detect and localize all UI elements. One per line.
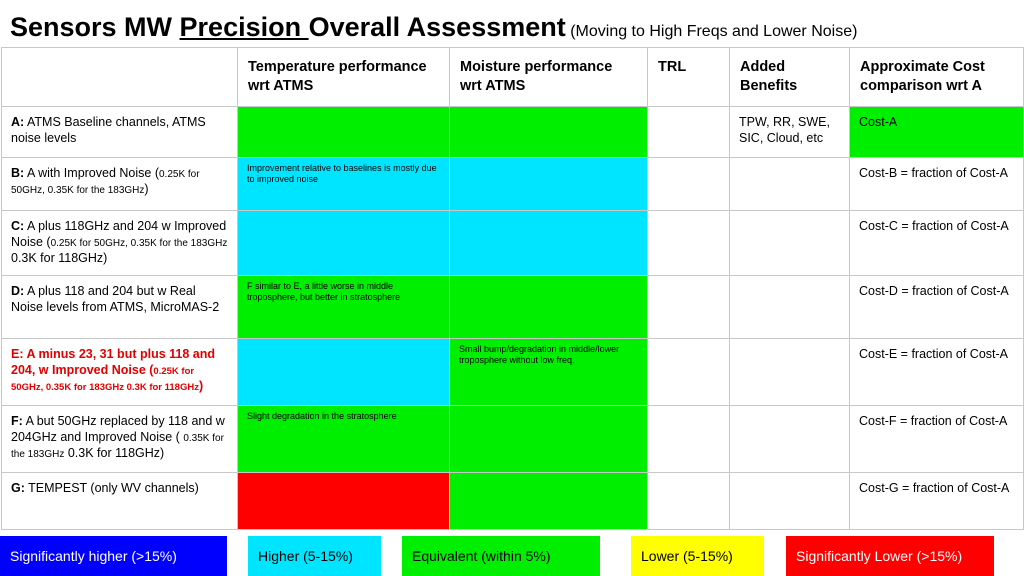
cost-cell: Cost-C = fraction of Cost-A <box>849 209 1024 276</box>
temp-note: Slight degradation in the stratosphere <box>247 410 397 421</box>
trl-cell <box>647 337 730 406</box>
table-row: C: A plus 118GHz and 204 w Improved Nois… <box>1 209 1024 276</box>
temp-cell: F similar to E, a little worse in middle… <box>237 274 450 339</box>
benefits-cell <box>729 337 850 406</box>
temp-cell <box>237 471 450 530</box>
row-label: G: TEMPEST (only WV channels) <box>1 471 238 530</box>
moist-cell <box>449 471 648 530</box>
moist-note: Small bump/degradation in middle/lower t… <box>459 343 620 366</box>
trl-cell <box>647 404 730 473</box>
header-benefits: Added Benefits <box>729 47 850 107</box>
temp-cell: Slight degradation in the stratosphere <box>237 404 450 473</box>
legend-label: Significantly higher (>15%) <box>10 548 177 564</box>
benefits-cell <box>729 274 850 339</box>
slide-title: Sensors MW Precision Overall Assessment … <box>10 12 1020 43</box>
header-trl: TRL <box>647 47 730 107</box>
table-row: G: TEMPEST (only WV channels) Cost-G = f… <box>1 471 1024 530</box>
trl-cell <box>647 274 730 339</box>
benefits-cell <box>729 471 850 530</box>
temp-cell <box>237 105 450 158</box>
trl-cell <box>647 105 730 158</box>
temp-cell <box>237 337 450 406</box>
legend-equivalent: Equivalent (within 5%) <box>402 536 600 576</box>
moist-cell <box>449 404 648 473</box>
moist-cell: Small bump/degradation in middle/lower t… <box>449 337 648 406</box>
benefits-cell <box>729 209 850 276</box>
row-label: E: A minus 23, 31 but plus 118 and 204, … <box>1 337 238 406</box>
legend-higher: Higher (5-15%) <box>248 536 381 576</box>
table-row: B: A with Improved Noise (0.25K for 50GH… <box>1 156 1024 211</box>
legend-significantly-lower: Significantly Lower (>15%) <box>786 536 994 576</box>
title-subtitle: (Moving to High Freqs and Lower Noise) <box>570 23 858 40</box>
benefits-cell <box>729 404 850 473</box>
temp-cell <box>237 209 450 276</box>
trl-cell <box>647 209 730 276</box>
row-label: B: A with Improved Noise (0.25K for 50GH… <box>1 156 238 211</box>
title-part-2: Precision <box>179 12 309 42</box>
trl-cell <box>647 471 730 530</box>
benefits-cell <box>729 156 850 211</box>
row-label: A: ATMS Baseline channels, ATMS noise le… <box>1 105 238 158</box>
title-part-3: Overall Assessment <box>308 12 566 42</box>
header-temperature: Temperature performance wrt ATMS <box>237 47 450 107</box>
row-label: C: A plus 118GHz and 204 w Improved Nois… <box>1 209 238 276</box>
cost-cell: Cost-D = fraction of Cost-A <box>849 274 1024 339</box>
header-cost: Approximate Cost comparison wrt A <box>849 47 1024 107</box>
moist-cell <box>449 105 648 158</box>
table-row: D: A plus 118 and 204 but w Real Noise l… <box>1 274 1024 339</box>
table-row: E: A minus 23, 31 but plus 118 and 204, … <box>1 337 1024 406</box>
legend-label: Significantly Lower (>15%) <box>796 548 963 564</box>
moist-cell <box>449 156 648 211</box>
header-moisture: Moisture performance wrt ATMS <box>449 47 648 107</box>
header-blank <box>1 47 238 107</box>
trl-cell <box>647 156 730 211</box>
cost-cell: Cost-G = fraction of Cost-A <box>849 471 1024 530</box>
cost-cell: Cost-F = fraction of Cost-A <box>849 404 1024 473</box>
legend-label: Equivalent (within 5%) <box>412 548 551 564</box>
moist-cell <box>449 274 648 339</box>
table-row: A: ATMS Baseline channels, ATMS noise le… <box>1 105 1024 158</box>
moist-cell <box>449 209 648 276</box>
title-part-1: Sensors MW <box>10 12 180 42</box>
legend-label: Lower (5-15%) <box>641 548 733 564</box>
header-row: Temperature performance wrt ATMS Moistur… <box>1 47 1024 107</box>
row-label: F: A but 50GHz replaced by 118 and w 204… <box>1 404 238 473</box>
assessment-table: Temperature performance wrt ATMS Moistur… <box>1 47 1024 530</box>
temp-note: F similar to E, a little worse in middle… <box>247 280 401 303</box>
temp-cell: Improvement relative to baselines is mos… <box>237 156 450 211</box>
legend-label: Higher (5-15%) <box>258 548 353 564</box>
cost-cell: Cost-A <box>849 105 1024 158</box>
benefits-cell: TPW, RR, SWE, SIC, Cloud, etc <box>729 105 850 158</box>
legend-significantly-higher: Significantly higher (>15%) <box>0 536 227 576</box>
cost-cell: Cost-E = fraction of Cost-A <box>849 337 1024 406</box>
temp-note: Improvement relative to baselines is mos… <box>247 162 437 185</box>
table-row: F: A but 50GHz replaced by 118 and w 204… <box>1 404 1024 473</box>
cost-cell: Cost-B = fraction of Cost-A <box>849 156 1024 211</box>
row-label: D: A plus 118 and 204 but w Real Noise l… <box>1 274 238 339</box>
legend-lower: Lower (5-15%) <box>631 536 764 576</box>
